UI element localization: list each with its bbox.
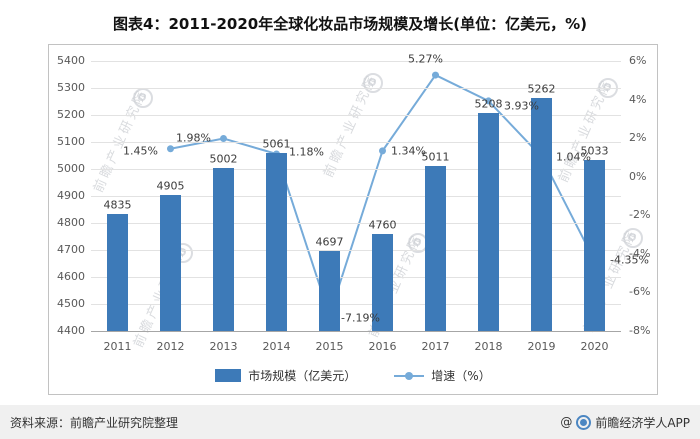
line-swatch-dot-icon [405,371,414,380]
gridline [91,331,621,332]
growth-point [432,71,439,79]
left-axis-tick-label: 4500 [57,297,85,310]
growth-point [167,145,174,153]
left-axis-tick-label: 5000 [57,162,85,175]
brand: @ 前瞻经济学人APP [560,414,690,431]
left-axis-tick-label: 5200 [57,108,85,121]
bar-2018 [478,112,499,331]
gridline [91,196,621,197]
growth-value-label: 1.45% [123,144,158,158]
legend: 市场规模（亿美元） 增速（%） [49,367,657,384]
bar-value-label: 4835 [103,198,132,212]
growth-value-label: 3.93% [504,99,539,113]
bar-value-label: 4697 [315,235,344,249]
bar-value-label: 5011 [421,150,450,164]
x-axis-label: 2019 [527,340,556,353]
bar-2019 [531,98,552,331]
line-swatch-icon [394,371,425,380]
bar-2014 [266,152,287,331]
x-axis-label: 2012 [156,340,185,353]
gridline [91,223,621,224]
bar-2017 [425,166,446,331]
growth-value-label: 1.34% [391,144,426,158]
legend-item-market-size: 市场规模（亿美元） [215,367,356,384]
bar-swatch-icon [215,369,242,382]
left-axis-tick-label: 4600 [57,270,85,283]
growth-value-label: -4.35% [610,253,649,267]
watermark-logo-icon [623,228,643,248]
right-axis-tick-label: -6% [629,285,651,299]
left-axis-tick-label: 5400 [57,54,85,67]
bar-value-label: 4905 [156,179,185,193]
footer: 资料来源：前瞻产业研究院整理 @ 前瞻经济学人APP [0,405,700,439]
growth-value-label: 5.27% [408,52,443,66]
growth-value-label: -7.19% [341,311,380,325]
bar-2015 [319,250,340,331]
growth-value-label: 1.04% [556,150,591,164]
left-axis-tick-label: 5300 [57,81,85,94]
growth-point [220,135,227,143]
gridline [91,115,621,116]
chart-frame: 前瞻产业研究院前瞻产业研究院前瞻产业研究院前瞻产业研究院前瞻产业研究院前瞻产业研… [48,44,658,395]
bar-2011 [107,213,128,331]
growth-point [485,97,492,105]
x-axis-label: 2017 [421,340,450,353]
x-axis-label: 2016 [368,340,397,353]
gridline [91,142,621,143]
x-axis-label: 2020 [580,340,609,353]
bar-value-label: 5002 [209,152,238,166]
bar-value-label: 5262 [527,82,556,96]
left-axis-tick-label: 4400 [57,324,85,337]
gridline [91,169,621,170]
brand-text: 前瞻经济学人APP [595,415,690,430]
chart-title: 图表4：2011-2020年全球化妆品市场规模及增长(单位：亿美元，%) [113,15,587,33]
x-axis-label: 2011 [103,340,132,353]
gridline [91,277,621,278]
bar-value-label: 5033 [580,144,609,158]
bar-2012 [160,194,181,331]
right-axis-tick-label: 2% [629,131,647,145]
plot-area: 4835 4905 5002 5061 4697 4760 5011 5208 5262 5033… [91,53,649,332]
right-axis-tick-label: -8% [629,324,651,337]
right-axis-tick-label: 0% [629,169,647,183]
x-axis-label: 2014 [262,340,291,353]
gridline [91,304,621,305]
growth-value-label: 1.98% [176,131,211,145]
x-axis-label: 2018 [474,340,503,353]
left-axis-tick-label: 4700 [57,243,85,256]
left-axis-tick-label: 4800 [57,216,85,229]
left-axis-tick-label: 4900 [57,189,85,202]
brand-at-prefix: @ [560,415,573,429]
left-axis-tick-label: 5100 [57,135,85,148]
growth-value-label: 1.18% [289,145,324,159]
right-axis-tick-label: -2% [629,208,651,222]
legend-label-growth: 增速（%） [431,369,491,383]
qianzhan-logo-icon [576,414,592,430]
bar-value-label: 5208 [474,97,503,111]
gridline [91,88,621,89]
legend-label-market-size: 市场规模（亿美元） [248,369,357,383]
bar-2016 [372,233,393,331]
legend-item-growth: 增速（%） [394,367,491,384]
bar-2020 [584,160,605,331]
bar-2013 [213,168,234,331]
bar-value-label: 5061 [262,137,291,151]
bar-value-label: 4760 [368,218,397,232]
x-axis-label: 2015 [315,340,344,353]
right-axis-tick-label: -4% [629,246,651,260]
right-axis-tick-label: 4% [629,92,647,106]
gridline [91,250,621,251]
growth-point [379,147,386,155]
right-axis-tick-label: 6% [629,54,647,67]
source-text: 资料来源：前瞻产业研究院整理 [10,415,179,430]
gridline [91,61,621,62]
x-axis-label: 2013 [209,340,238,353]
